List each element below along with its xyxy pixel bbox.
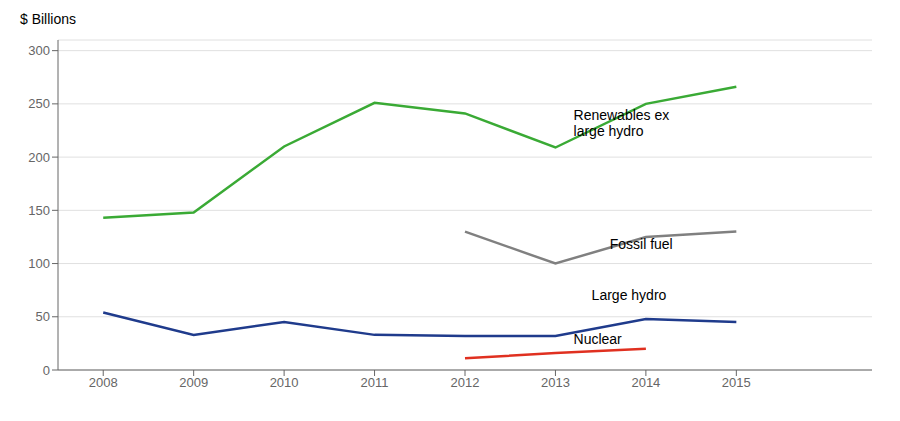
svg-text:2014: 2014 (631, 375, 660, 390)
svg-text:50: 50 (36, 309, 50, 324)
svg-text:Renewables exlarge hydro: Renewables exlarge hydro (574, 107, 670, 140)
html-text:$ Billions: $ Billions (20, 11, 76, 27)
svg-text:100: 100 (28, 256, 50, 271)
svg-text:200: 200 (28, 150, 50, 165)
svg-text:2010: 2010 (270, 375, 299, 390)
svg-text:Large hydro: Large hydro (592, 287, 667, 303)
svg-text:0: 0 (43, 363, 50, 378)
svg-text:2015: 2015 (722, 375, 751, 390)
svg-text:2011: 2011 (361, 375, 389, 390)
svg-text:Fossil fuel: Fossil fuel (610, 236, 673, 252)
svg-text:150: 150 (28, 203, 50, 218)
svg-text:2012: 2012 (451, 375, 480, 390)
svg-text:2009: 2009 (179, 375, 208, 390)
svg-text:2013: 2013 (541, 375, 570, 390)
svg-text:300: 300 (28, 43, 50, 58)
svg-text:2008: 2008 (89, 375, 118, 390)
svg-text:250: 250 (28, 96, 50, 111)
svg-text:Nuclear: Nuclear (574, 331, 623, 347)
